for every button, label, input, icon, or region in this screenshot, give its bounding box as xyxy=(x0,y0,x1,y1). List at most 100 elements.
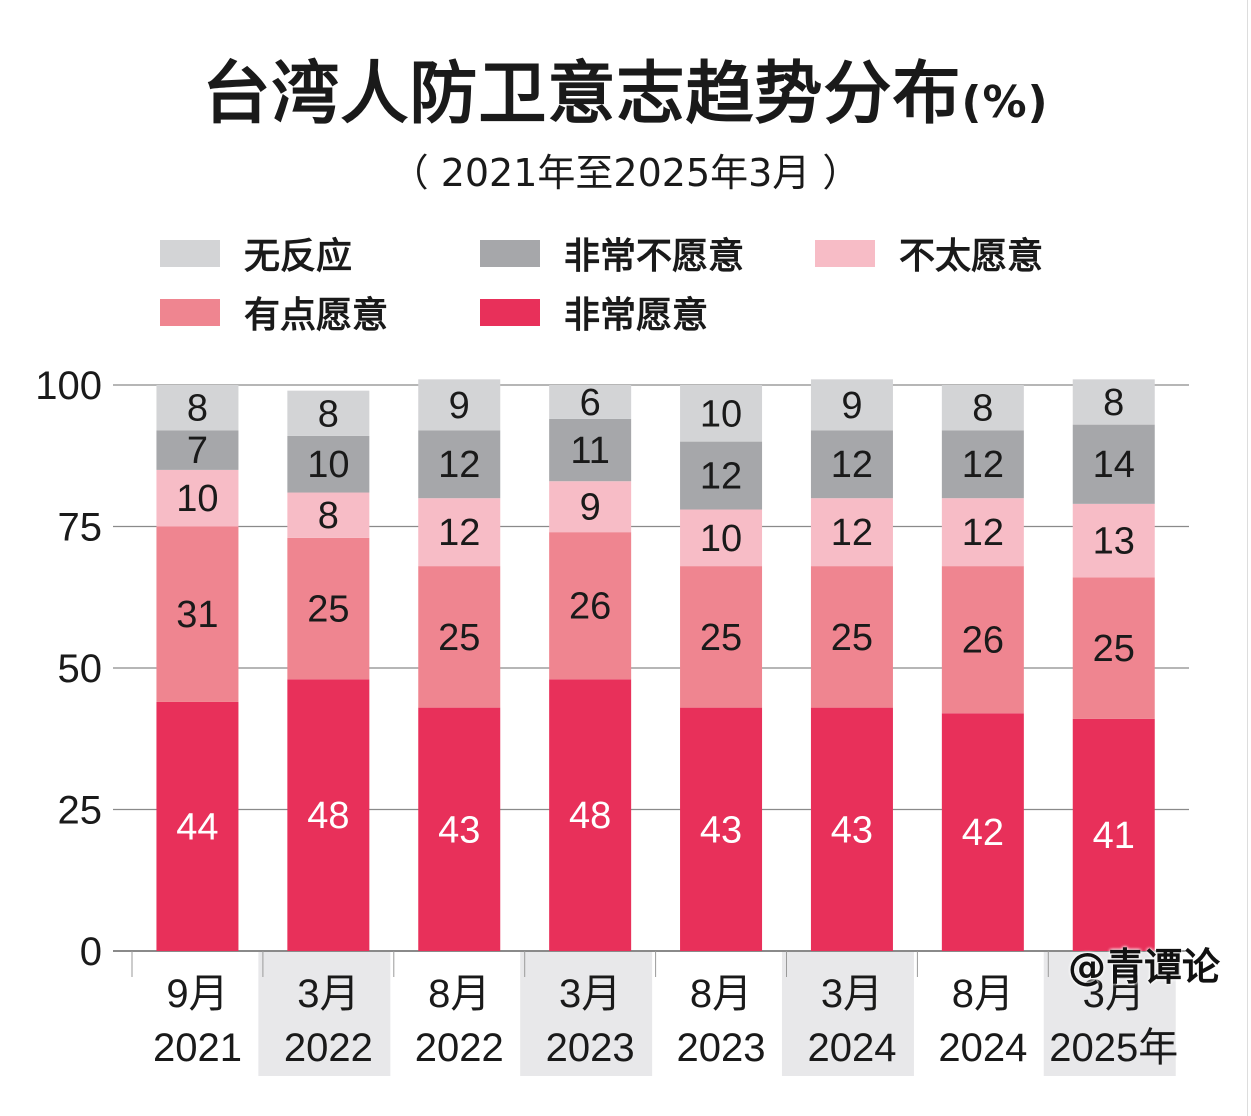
data-label: 12 xyxy=(962,512,1004,554)
x-tick-label-month: 3月 xyxy=(1083,972,1145,1016)
data-label: 6 xyxy=(580,382,601,424)
legend-label: 非常愿意 xyxy=(564,295,709,336)
x-axis-band xyxy=(258,952,391,1076)
data-label: 42 xyxy=(962,812,1004,854)
data-label: 44 xyxy=(176,806,218,848)
data-label: 11 xyxy=(570,430,609,472)
data-label: 25 xyxy=(1093,628,1135,670)
bar-segment xyxy=(1072,424,1155,504)
x-tick-label-year: 2023 xyxy=(546,1026,635,1070)
bar-segment xyxy=(810,707,893,951)
x-tick-label-year: 2023 xyxy=(677,1026,766,1070)
legend-item-no-response: 无反应 xyxy=(160,233,352,277)
data-label: 31 xyxy=(176,594,218,636)
y-tick-label: 0 xyxy=(80,930,102,974)
bar-segment xyxy=(941,385,1024,431)
x-tick-label-year: 2024 xyxy=(807,1026,896,1070)
chart-subtitle: （ 2021年至2025年3月 ） xyxy=(390,151,861,195)
data-label: 10 xyxy=(176,478,218,520)
x-tick-label-month: 8月 xyxy=(952,972,1014,1016)
page-edge-divider xyxy=(1247,0,1248,1116)
x-tick-label-month: 3月 xyxy=(559,972,621,1016)
bar-segment xyxy=(418,430,501,499)
bar-segment xyxy=(287,679,370,951)
bar-segment xyxy=(156,469,239,527)
bar-segment xyxy=(287,492,370,538)
bar-segment xyxy=(418,379,501,431)
data-label: 10 xyxy=(307,444,349,486)
x-tick-label-year: 2022 xyxy=(415,1026,504,1070)
bar-segment xyxy=(549,481,632,533)
bar-segment xyxy=(549,679,632,951)
bar-segment xyxy=(680,566,763,708)
x-tick-label-month: 9月 xyxy=(166,972,228,1016)
bar-segment xyxy=(156,526,239,702)
bar-segment xyxy=(810,498,893,567)
data-label: 12 xyxy=(438,444,480,486)
bar-segment xyxy=(941,566,1024,714)
watermark: @青谭论 xyxy=(1068,945,1221,989)
bar-segment xyxy=(680,509,763,567)
bar-segment xyxy=(549,385,632,419)
x-tick-label-month: 3月 xyxy=(821,972,883,1016)
data-label: 41 xyxy=(1093,815,1135,857)
bar-segment xyxy=(156,701,239,951)
data-label: 25 xyxy=(700,617,742,659)
data-label: 43 xyxy=(831,809,873,851)
data-label: 12 xyxy=(438,512,480,554)
x-axis-band xyxy=(781,952,914,1076)
data-label: 9 xyxy=(449,385,470,427)
chart-title-unit: (%) xyxy=(961,77,1049,128)
bar-segment xyxy=(810,566,893,708)
bar-segment xyxy=(680,385,763,442)
bar-segment xyxy=(941,498,1024,567)
x-tick-label-year: 2025年 xyxy=(1049,1026,1178,1070)
bar-segment xyxy=(941,713,1024,951)
bar-segment xyxy=(156,430,239,470)
bar-segment xyxy=(1072,577,1155,719)
data-label: 8 xyxy=(187,388,208,430)
data-label: 12 xyxy=(831,444,873,486)
data-label: 8 xyxy=(318,495,339,537)
data-label: 10 xyxy=(700,393,742,435)
y-tick-label: 100 xyxy=(35,364,102,408)
data-label: 25 xyxy=(438,617,480,659)
legend-swatch xyxy=(160,298,220,326)
data-label: 8 xyxy=(1103,382,1124,424)
data-label: 26 xyxy=(569,586,611,628)
legend-label: 非常不愿意 xyxy=(564,236,745,277)
bar-segment xyxy=(810,379,893,431)
data-label: 10 xyxy=(700,518,742,560)
bar-segment xyxy=(549,418,632,482)
legend-label: 不太愿意 xyxy=(899,236,1044,277)
data-label: 43 xyxy=(438,809,480,851)
y-tick-label: 50 xyxy=(58,647,103,691)
y-tick-label: 75 xyxy=(58,506,103,550)
data-label: 8 xyxy=(318,393,339,435)
legend-item-not-very-willing: 不太愿意 xyxy=(815,233,1043,277)
legend-item-somewhat-willing: 有点愿意 xyxy=(160,292,388,336)
legend-swatch xyxy=(815,239,875,267)
bar-segment xyxy=(941,430,1024,499)
data-label: 43 xyxy=(700,809,742,851)
chart-title: 台湾人防卫意志趋势分布(%) xyxy=(0,38,1251,137)
data-label: 26 xyxy=(962,620,1004,662)
legend-swatch xyxy=(160,239,220,267)
bar-segment xyxy=(287,537,370,680)
x-tick-label-month: 8月 xyxy=(690,972,752,1016)
y-tick-label: 25 xyxy=(58,789,103,833)
data-label: 25 xyxy=(307,589,349,631)
data-label: 12 xyxy=(700,456,742,498)
data-label: 12 xyxy=(831,512,873,554)
bar-segment xyxy=(418,566,501,708)
x-tick-label-month: 3月 xyxy=(297,972,359,1016)
legend-item-very-willing: 非常愿意 xyxy=(480,292,708,336)
data-label: 48 xyxy=(569,795,611,837)
data-label: 12 xyxy=(962,444,1004,486)
legend-swatch xyxy=(480,298,540,326)
bar-segment xyxy=(1072,379,1155,425)
data-label: 7 xyxy=(187,430,208,472)
legend-label: 无反应 xyxy=(244,236,353,277)
data-label: 9 xyxy=(841,385,862,427)
bar-segment xyxy=(418,707,501,951)
